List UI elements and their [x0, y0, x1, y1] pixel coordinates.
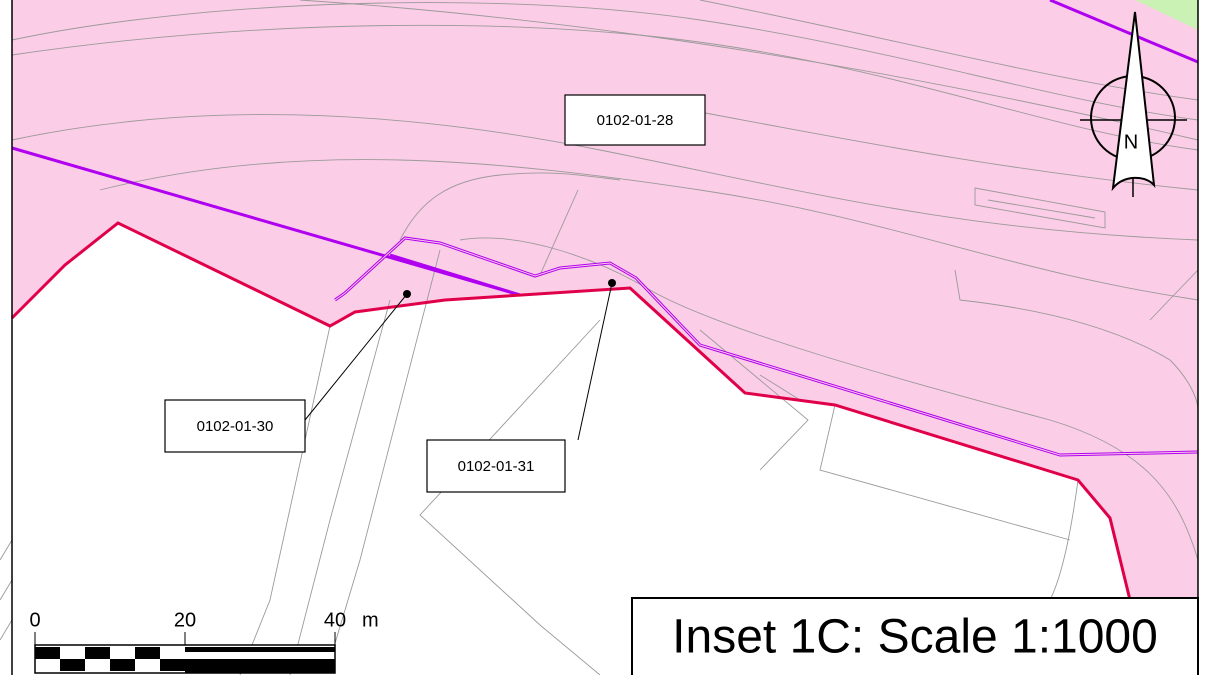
- leader-dot: [403, 290, 411, 298]
- parcel-label: 0102-01-31: [458, 458, 535, 475]
- green-area: [1135, 0, 1198, 30]
- leader-line: [304, 293, 408, 421]
- north-arrow: N: [1080, 11, 1187, 197]
- scale-tick-label: 0: [29, 609, 40, 631]
- leader-line: [577, 282, 613, 441]
- parcel-label-box: [426, 439, 566, 493]
- scale-tick-label: 40: [324, 609, 346, 631]
- inset-title: Inset 1C: Scale 1:1000: [672, 611, 1158, 664]
- parcel-label-box: [564, 94, 706, 146]
- scale-bar: [34, 632, 336, 674]
- parcel-label-box: [164, 399, 306, 453]
- leader-dot: [608, 279, 616, 287]
- scale-unit: m: [362, 609, 379, 631]
- parcel-boundaries: [11, 0, 1199, 457]
- site-boundary: [10, 221, 1137, 675]
- parcel-label: 0102-01-30: [197, 418, 274, 435]
- scale-tick-label: 20: [174, 609, 196, 631]
- north-label: N: [1124, 131, 1138, 153]
- parcel-label: 0102-01-28: [597, 112, 674, 129]
- inset-title-box: [631, 597, 1199, 675]
- land-area: [12, 0, 1198, 675]
